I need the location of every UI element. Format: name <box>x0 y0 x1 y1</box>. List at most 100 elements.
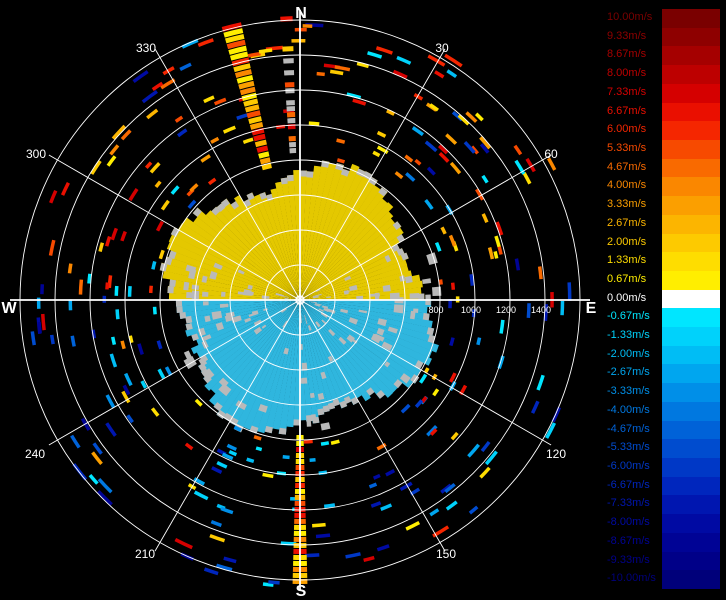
echo-core-sector <box>300 300 432 366</box>
echo-outer-gate <box>105 282 110 290</box>
echo-outer-gate <box>481 213 489 223</box>
echo-nodata-patch <box>327 355 334 362</box>
echo-nodata-patch <box>422 312 430 321</box>
echo-nodata-patch <box>167 286 174 294</box>
echo-outer-gate <box>268 580 280 585</box>
echo-outer-gate <box>203 567 219 576</box>
echo-core-sector <box>300 300 433 329</box>
echo-outer-gate <box>411 126 424 137</box>
echo-outer-gate <box>137 343 144 356</box>
echo-outer-gate <box>104 235 112 247</box>
echo-nodata-patch <box>221 198 230 208</box>
legend-item-label: 7.33m/s <box>607 85 647 98</box>
echo-nodata-patch <box>219 303 229 308</box>
echo-core-sector <box>233 300 300 433</box>
echo-outer-gate <box>448 298 452 309</box>
legend-item-label: -1.33m/s <box>607 329 650 342</box>
echo-nodata-patch <box>283 347 289 355</box>
legend-item: -4.67m/s <box>604 420 720 440</box>
echo-nodata-patch <box>382 284 391 292</box>
echo-core-sector <box>300 211 394 300</box>
echo-outer-gate <box>467 443 481 458</box>
echo-outer-gate <box>247 51 261 58</box>
legend-item-label: -10.00m/s <box>607 572 656 585</box>
echo-outer-gate <box>220 506 234 515</box>
echo-outer-gate <box>128 188 139 202</box>
legend-item-label: -5.33m/s <box>607 441 650 454</box>
echo-nodata-patch <box>286 174 294 182</box>
echo-nodata-patch <box>280 177 288 185</box>
legend-item-swatch <box>662 420 720 440</box>
echo-outer-gate <box>484 450 498 466</box>
echo-outer-gate <box>160 199 170 211</box>
echo-outer-gate <box>440 483 452 494</box>
echo-nodata-patch <box>301 362 308 371</box>
echo-outer-gate <box>255 446 263 452</box>
echo-streak-gate <box>258 151 270 159</box>
echo-outer-gate <box>474 112 484 122</box>
echo-core-sector <box>300 248 405 300</box>
echo-nodata-patch <box>320 371 327 380</box>
echo-nodata-patch <box>381 341 393 351</box>
echo-core-sector <box>300 300 348 409</box>
echo-nodata-patch <box>304 314 308 325</box>
legend-item: 4.67m/s <box>604 158 720 178</box>
echo-streak-gate <box>244 104 260 113</box>
echo-streak-gate <box>288 136 296 142</box>
echo-nodata-patch <box>366 387 375 396</box>
echo-streak-gate <box>287 118 296 124</box>
echo-outer-gate <box>323 503 336 509</box>
echo-core-sector <box>300 265 409 300</box>
echo-outer-gate <box>429 508 440 517</box>
echo-nodata-patch <box>198 362 207 372</box>
echo-outer-gate <box>156 340 163 350</box>
echo-outer-gate <box>262 472 274 479</box>
echo-outer-gate <box>495 221 504 236</box>
azimuth-spoke <box>299 154 552 301</box>
echo-core-sector <box>193 216 300 300</box>
echo-nodata-patch <box>261 295 270 299</box>
legend-item: 0.67m/s <box>604 270 720 291</box>
echo-nodata-patch <box>209 270 218 280</box>
echo-nodata-patch <box>235 400 247 411</box>
echo-nodata-patch <box>338 336 347 345</box>
echo-nodata-patch <box>191 333 199 341</box>
echo-nodata-patch <box>322 305 329 309</box>
legend-item-swatch <box>662 177 720 197</box>
echo-outer-gate <box>525 157 536 173</box>
echo-nodata-patch <box>176 306 183 313</box>
legend-item-swatch <box>662 65 720 85</box>
echo-outer-gate <box>141 90 158 104</box>
legend-item-swatch <box>662 289 720 309</box>
echo-streak-gate <box>238 80 255 90</box>
echo-outer-gate <box>497 246 503 255</box>
echo-outer-gate <box>405 172 416 182</box>
azimuth-spoke <box>154 299 301 552</box>
echo-outer-gate <box>97 477 113 494</box>
echo-outer-gate <box>514 159 526 175</box>
echo-nodata-patch <box>185 264 197 273</box>
bearing-label-330: 330 <box>136 41 156 55</box>
legend-item-swatch <box>662 495 720 515</box>
echo-outer-gate <box>479 136 491 150</box>
echo-outer-gate <box>211 466 223 474</box>
echo-core-sector <box>266 193 300 300</box>
echo-outer-gate <box>203 95 215 104</box>
echo-outer-gate <box>372 150 381 158</box>
echo-outer-gate <box>481 174 489 184</box>
echo-outer-gate <box>110 336 117 346</box>
echo-nodata-patch <box>348 317 359 325</box>
legend-item-swatch <box>662 139 720 160</box>
echo-streak-gate <box>283 70 295 76</box>
echo-outer-gate <box>530 400 540 414</box>
echo-outer-gate <box>386 109 395 116</box>
echo-nodata-patch <box>179 312 187 319</box>
echo-outer-gate <box>469 273 475 286</box>
legend-item-label: -8.00m/s <box>607 516 650 529</box>
echo-outer-gate <box>372 473 381 480</box>
echo-nodata-patch <box>339 400 348 409</box>
legend-item-swatch <box>662 9 720 29</box>
echo-nodata-patch <box>312 416 320 424</box>
echo-core-sector <box>300 280 423 300</box>
echo-nodata-patch <box>230 201 240 210</box>
